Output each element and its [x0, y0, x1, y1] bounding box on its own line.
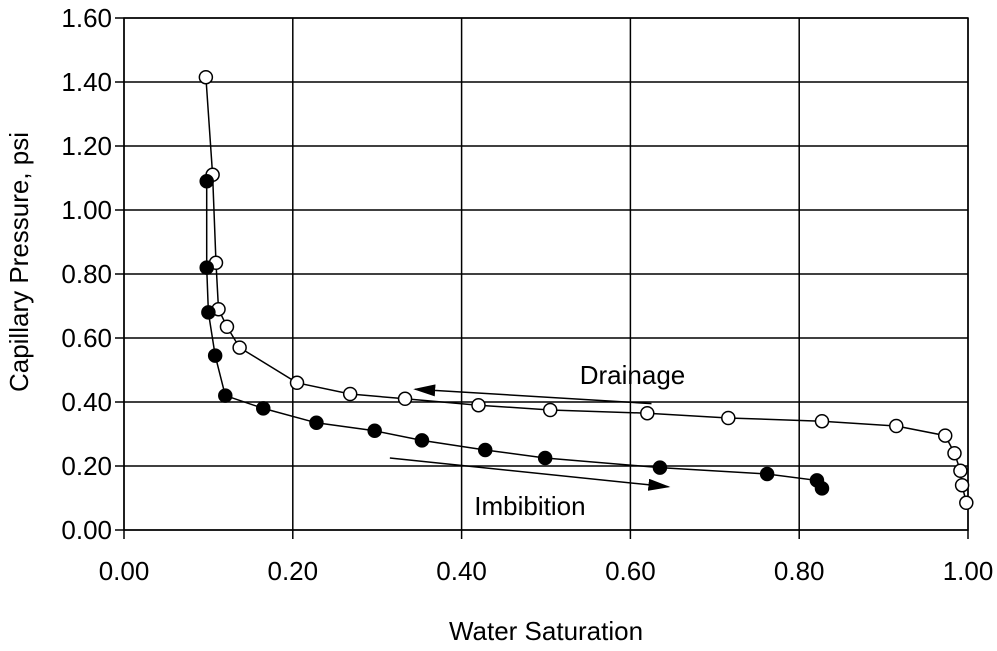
annotation-arrow-drainage	[413, 384, 652, 405]
series-line-imbibition	[205, 181, 823, 489]
open-point	[937, 428, 953, 443]
y-tick-label: 1.40	[61, 67, 112, 97]
filled-point	[814, 481, 830, 496]
annotation-arrow-imbibition	[389, 457, 671, 491]
open-point	[721, 410, 736, 426]
open-point	[814, 413, 830, 429]
filled-point	[199, 173, 214, 189]
x-tick-label: 0.60	[605, 556, 656, 586]
filled-point	[477, 442, 493, 458]
series-imbibition	[199, 173, 830, 496]
filled-point	[367, 423, 382, 439]
y-tick-label: 0.00	[61, 515, 112, 545]
x-tick-label: 0.80	[774, 556, 825, 586]
grid	[123, 17, 969, 531]
x-tick-label: 0.40	[436, 556, 487, 586]
annotation-label-drainage: Drainage	[580, 360, 686, 390]
filled-point	[256, 401, 271, 416]
filled-point	[759, 466, 775, 482]
filled-point	[207, 348, 223, 363]
series-line-drainage	[205, 77, 968, 503]
y-tick-label: 0.20	[61, 451, 112, 481]
annotations: Drainage Imbibition	[389, 360, 686, 521]
axes: 0.00 0.20 0.40 0.60 0.80 1.00 0.00 0.20 0.40 0.60…	[61, 3, 993, 586]
y-tick-label: 0.60	[61, 323, 112, 353]
y-axis-title: Capillary Pressure, psi	[4, 132, 34, 392]
open-point	[219, 319, 235, 335]
open-point	[232, 340, 247, 355]
open-point	[640, 405, 655, 421]
open-point	[959, 495, 974, 511]
x-tick-label: 1.00	[943, 556, 994, 586]
filled-point	[309, 415, 324, 431]
x-axis-title: Water Saturation	[449, 616, 643, 646]
y-tick-label: 0.80	[61, 259, 112, 289]
filled-point	[652, 460, 668, 475]
series-drainage	[198, 69, 974, 511]
open-point	[198, 69, 214, 85]
y-tick-label: 1.60	[61, 3, 112, 33]
y-tick-label: 0.40	[61, 387, 112, 417]
annotation-label-imbibition: Imbibition	[474, 491, 585, 521]
filled-point	[414, 433, 430, 448]
filled-point	[218, 388, 233, 403]
open-point	[947, 445, 962, 461]
y-tick-label: 1.00	[61, 195, 112, 225]
filled-point	[199, 260, 214, 275]
series	[198, 69, 974, 511]
y-tick-label: 1.20	[61, 131, 112, 161]
open-point	[471, 397, 486, 413]
filled-point	[201, 305, 216, 320]
open-point	[342, 386, 358, 402]
open-point	[542, 402, 558, 418]
open-point	[889, 418, 904, 434]
x-tick-label: 0.00	[99, 556, 150, 586]
x-tick-label: 0.20	[267, 556, 318, 586]
open-point	[953, 463, 968, 479]
open-point	[397, 391, 413, 407]
open-point	[289, 375, 305, 391]
filled-point	[537, 450, 553, 466]
open-point	[954, 477, 970, 493]
